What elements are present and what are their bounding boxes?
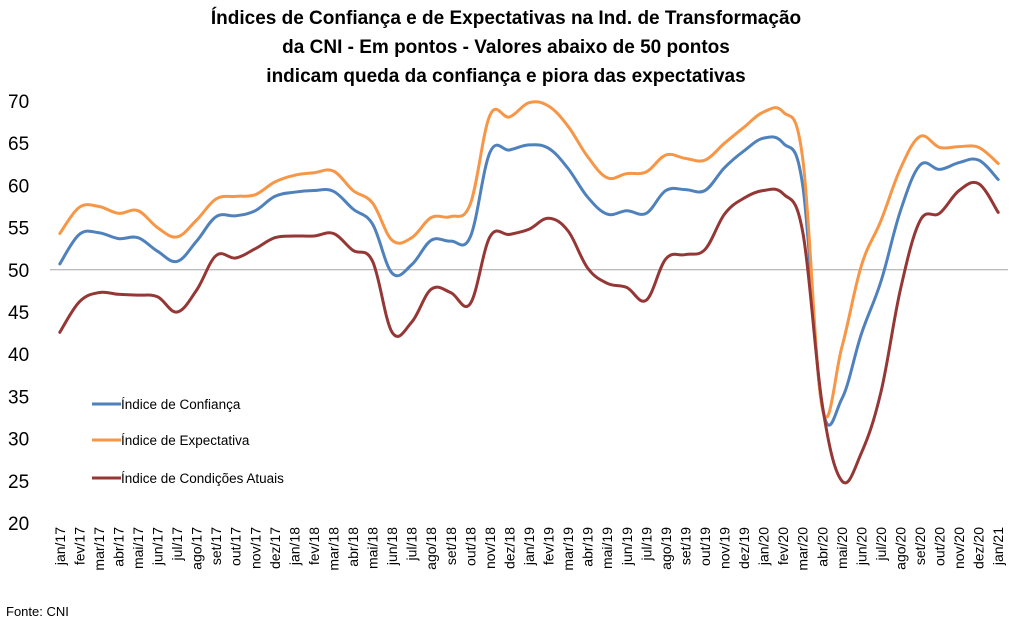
x-tick-label: jul/20 [873,527,889,562]
legend-label: Índice de Expectativa [121,433,250,448]
x-tick-label: fev/18 [306,527,322,565]
x-tick-label: mar/19 [560,527,576,571]
y-tick-label: 35 [8,387,29,408]
series-line-condicoes-atuais [58,180,1000,485]
x-tick-label: dez/19 [736,527,752,569]
x-tick-label: out/18 [462,527,478,566]
x-tick-label: out/19 [697,527,713,566]
x-tick-label: ago/20 [892,527,908,570]
x-tick-label: ago/17 [189,527,205,570]
x-tick-label: mar/20 [795,527,811,571]
x-tick-label: dez/17 [267,527,283,569]
x-tick-label: jul/17 [169,527,185,562]
x-tick-label: set/19 [677,527,693,565]
x-tick-label: out/20 [932,527,948,566]
x-tick-label: set/20 [912,527,928,565]
x-tick-label: abr/20 [814,527,830,567]
series-line-confianca [58,135,1000,427]
x-tick-label: abr/19 [580,527,596,567]
x-tick-label: nov/19 [717,527,733,569]
y-tick-label: 45 [8,303,29,324]
y-tick-label: 55 [8,219,29,240]
legend-label: Índice de Condições Atuais [121,471,284,486]
x-tick-label: jun/17 [150,527,166,566]
x-tick-label: ago/18 [423,527,439,570]
x-tick-label: dez/20 [971,527,987,569]
x-tick-label: fev/19 [541,527,557,565]
x-tick-label: jul/19 [638,527,654,562]
x-tick-label: mai/20 [834,527,850,569]
x-tick-label: jan/17 [52,527,68,566]
x-tick-label: abr/18 [345,527,361,567]
x-tick-label: jun/18 [384,527,400,566]
x-tick-label: nov/18 [482,527,498,569]
x-tick-label: fev/20 [775,527,791,565]
legend-label: Índice de Confiança [121,397,241,412]
x-tick-label: out/17 [228,527,244,566]
chart-title: Índices de Confiança e de Expectativas n… [0,4,1012,91]
source-note: Fonte: CNI [6,604,69,619]
y-tick-label: 25 [8,472,29,493]
y-tick-label: 20 [8,514,29,535]
y-tick-label: 70 [8,92,29,113]
x-tick-label: mai/18 [365,527,381,569]
x-tick-label: jan/18 [286,527,302,566]
x-tick-label: mai/19 [599,527,615,569]
x-tick-label: jun/19 [619,527,635,566]
x-tick-label: ago/19 [658,527,674,570]
x-tick-label: jun/20 [853,527,869,566]
y-tick-label: 60 [8,176,29,197]
x-tick-label: nov/17 [247,527,263,569]
x-tick-label: mar/18 [325,527,341,571]
x-tick-label: set/18 [443,527,459,565]
y-tick-label: 65 [8,134,29,155]
chart-title-line-1: Índices de Confiança e de Expectativas n… [210,8,802,29]
x-tick-label: mar/17 [91,527,107,571]
x-tick-label: mai/17 [130,527,146,569]
series-line-expectativa [58,100,1000,419]
x-tick-label: jan/20 [756,527,772,566]
x-tick-label: set/17 [208,527,224,565]
x-tick-label: jan/19 [521,527,537,566]
x-tick-label: nov/20 [951,527,967,569]
x-tick-label: jan/21 [990,527,1006,566]
x-tick-label: dez/18 [501,527,517,569]
x-tick-label: jul/18 [404,527,420,562]
y-tick-label: 50 [8,261,29,282]
chart-title-line-3: indicam queda da confiança e piora das e… [266,66,746,87]
x-tick-label: fev/17 [71,527,87,565]
x-tick-label: abr/17 [110,527,126,567]
y-tick-label: 40 [8,345,29,366]
chart-title-line-2: da CNI - Em pontos - Valores abaixo de 5… [282,37,730,58]
y-tick-label: 30 [8,430,29,451]
